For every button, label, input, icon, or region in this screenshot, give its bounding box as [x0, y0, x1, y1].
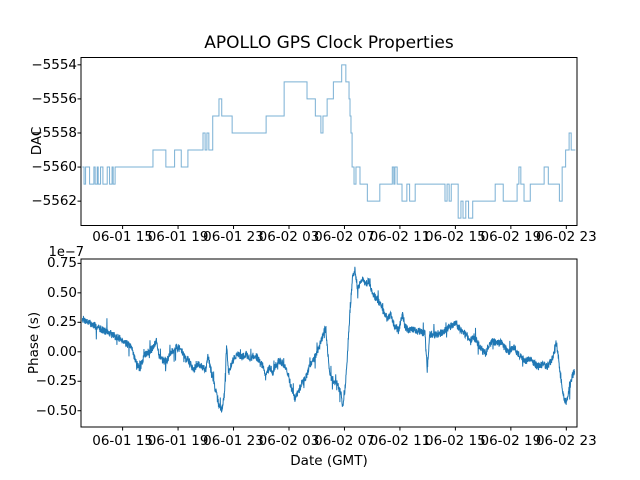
y-tick-label: −5554: [31, 56, 77, 73]
x-tick-label: 06-01 19: [147, 433, 209, 449]
y-tick-label: 0.50: [46, 284, 77, 301]
y-tick-label: −5560: [31, 159, 77, 176]
x-tick-label: 06-02 19: [480, 229, 542, 245]
x-tick-label: 06-02 07: [314, 433, 375, 449]
y-tick-label: −0.50: [35, 402, 77, 419]
axis-ticks: [77, 64, 567, 431]
x-tick-label: 06-02 23: [535, 433, 597, 449]
x-tick-label: 06-02 11: [369, 433, 431, 449]
x-tick-label: 06-02 03: [258, 229, 320, 245]
plot-title: APOLLO GPS Clock Properties: [204, 33, 454, 53]
date-axis-label: Date (GMT): [290, 453, 368, 469]
x-tick-label: 06-02 11: [369, 229, 431, 245]
y-tick-label: 0.25: [46, 314, 77, 331]
x-tick-label: 06-01 19: [147, 229, 209, 245]
x-tick-label: 06-01 23: [203, 433, 264, 449]
y-tick-label: −5562: [31, 193, 77, 210]
x-tick-label: 06-02 07: [314, 229, 375, 245]
bottom-axes-frame: [80, 258, 578, 428]
x-tick-label: 06-01 15: [92, 229, 153, 245]
top-axes-frame: [80, 57, 578, 226]
y-tick-label: 0.75: [46, 255, 77, 272]
y-tick-label: 0.00: [46, 343, 77, 360]
x-tick-label: 06-02 15: [425, 229, 486, 245]
x-tick-label: 06-01 15: [92, 433, 153, 449]
y-tick-label: −0.25: [35, 373, 77, 390]
dac-step-line: [82, 64, 576, 219]
offset-text: 1e−7: [48, 245, 84, 260]
phase-line: [81, 266, 575, 413]
x-tick-label: 06-02 15: [425, 433, 486, 449]
y-tick-label: −5556: [31, 90, 77, 107]
x-tick-label: 06-02 03: [258, 433, 320, 449]
x-tick-label: 06-01 23: [203, 229, 264, 245]
y-tick-label: −5558: [31, 124, 77, 141]
x-tick-label: 06-02 19: [480, 433, 542, 449]
x-tick-label: 06-02 23: [535, 229, 597, 245]
